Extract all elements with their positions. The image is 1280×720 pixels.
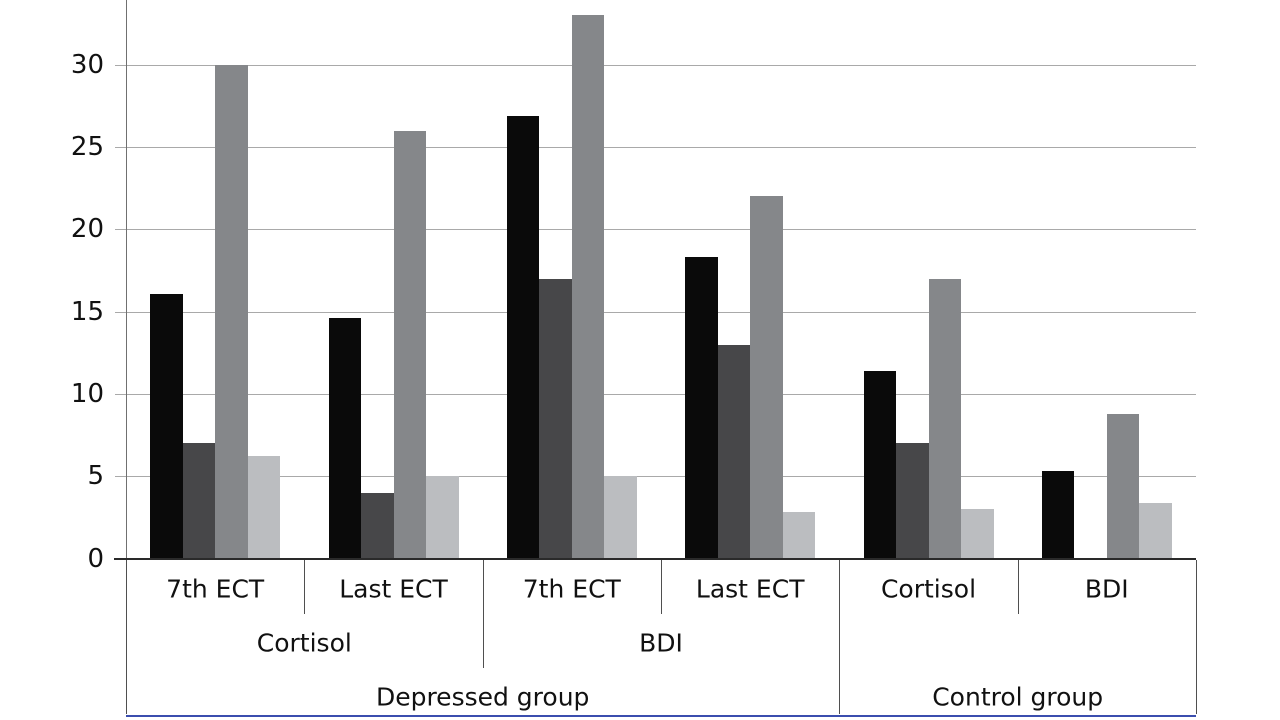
category-label: Last ECT (339, 574, 448, 604)
gridline-5 (115, 476, 1196, 478)
category-label: Cortisol (880, 574, 977, 604)
x-axis-line (114, 557, 1196, 560)
bar-series-4-light-gray-cat2 (426, 476, 459, 558)
bar-series-1-black-cat1 (150, 293, 183, 558)
y-tick-label: 20 (70, 214, 104, 245)
bar-series-4-light-gray-cat6 (1139, 502, 1172, 558)
bar-series-2-dark-gray-cat4 (717, 344, 751, 558)
category-divider (482, 560, 484, 668)
category-label: 7th ECT (522, 574, 621, 604)
bar-series-3-gray-cat6 (1106, 413, 1140, 558)
y-tick-label: 10 (70, 378, 104, 409)
category-divider (661, 560, 662, 614)
bar-series-1-black-cat4 (685, 257, 718, 558)
bar-series-1-black-cat3 (506, 115, 540, 558)
gridline-25 (115, 147, 1196, 148)
y-tick-label: 5 (87, 461, 104, 492)
category-label: 7th ECT (166, 574, 265, 604)
category-divider (1017, 560, 1019, 614)
group-label: Depressed group (375, 682, 590, 712)
gridline-30 (115, 64, 1196, 66)
bar-series-3-gray-cat1 (215, 64, 248, 558)
subgroup-label: BDI (639, 628, 683, 658)
bar-series-4-light-gray-cat5 (961, 509, 994, 558)
bar-series-4-light-gray-cat1 (247, 456, 281, 558)
bar-series-3-gray-cat5 (928, 278, 961, 558)
category-label: BDI (1084, 574, 1129, 604)
y-tick-label: 25 (70, 132, 104, 162)
bar-series-3-gray-cat3 (571, 15, 605, 558)
bar-series-3-gray-cat2 (393, 130, 426, 558)
bar-series-1-black-cat2 (328, 318, 361, 558)
bar-series-4-light-gray-cat3 (604, 476, 637, 558)
gridline-20 (115, 229, 1196, 231)
bar-series-2-dark-gray-cat1 (182, 443, 216, 558)
category-divider (839, 560, 841, 714)
y-axis-line (125, 0, 127, 559)
bottom-rule (126, 714, 1196, 717)
category-divider (126, 560, 127, 714)
category-divider (304, 560, 306, 614)
bar-series-3-gray-cat4 (750, 196, 783, 558)
bar-series-1-black-cat5 (863, 370, 896, 558)
group-label: Control group (932, 682, 1104, 712)
y-tick-label: 30 (70, 49, 104, 80)
bar-series-2-dark-gray-cat5 (896, 443, 929, 558)
gridline-15 (115, 311, 1196, 313)
bar-series-1-black-cat6 (1041, 471, 1075, 558)
subgroup-label: Cortisol (256, 628, 352, 658)
y-tick-label: 0 (87, 543, 104, 574)
bar-series-2-dark-gray-cat3 (539, 278, 572, 558)
y-tick-label: 15 (70, 296, 104, 327)
bar-series-2-dark-gray-cat2 (361, 492, 394, 558)
bar-series-4-light-gray-cat4 (782, 512, 816, 558)
category-divider (1196, 560, 1197, 714)
gridline-10 (115, 393, 1196, 395)
category-label: Last ECT (695, 574, 805, 604)
